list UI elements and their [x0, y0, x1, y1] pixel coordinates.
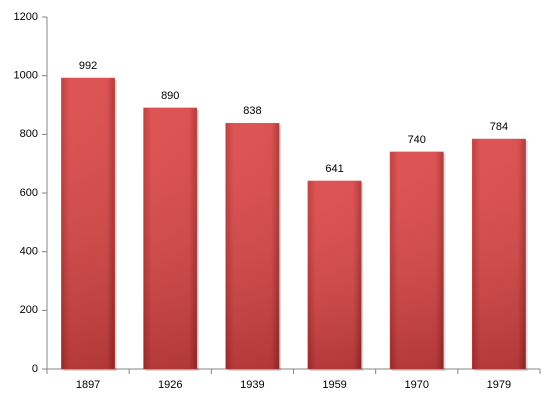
bar-shade	[307, 180, 362, 369]
data-label: 890	[161, 90, 179, 102]
y-tick-label: 800	[20, 128, 38, 140]
y-tick-label: 600	[20, 187, 38, 199]
y-tick-label: 200	[20, 304, 38, 316]
x-tick-label: 1897	[76, 379, 100, 391]
data-label: 992	[79, 60, 97, 72]
bar-shade	[472, 139, 526, 369]
y-tick-label: 400	[20, 246, 38, 258]
bar-shade	[225, 123, 280, 369]
x-tick-label: 1979	[487, 379, 511, 391]
x-tick-label: 1939	[240, 379, 264, 391]
data-label: 641	[325, 163, 343, 175]
x-tick-label: 1926	[158, 379, 182, 391]
bar-shade	[143, 107, 197, 369]
x-tick-label: 1959	[322, 379, 346, 391]
y-tick-label: 1200	[14, 11, 38, 23]
y-tick-label: 1000	[14, 70, 38, 82]
bar-shade	[61, 78, 115, 369]
x-tick-label: 1970	[405, 379, 429, 391]
y-tick-label: 0	[32, 363, 38, 375]
data-label: 784	[490, 121, 508, 133]
data-label: 740	[408, 134, 426, 146]
bar-shade	[390, 151, 444, 369]
data-label: 838	[243, 105, 261, 117]
